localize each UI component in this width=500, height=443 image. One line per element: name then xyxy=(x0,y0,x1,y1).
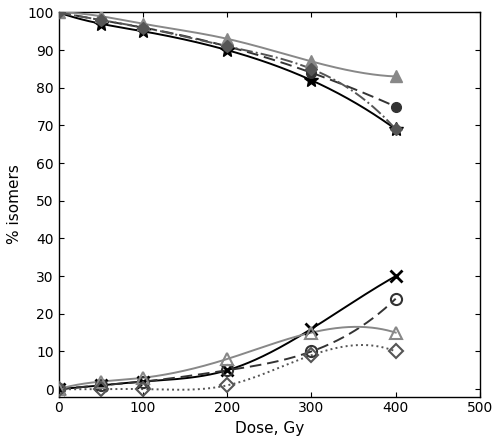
X-axis label: Dose, Gy: Dose, Gy xyxy=(234,421,304,436)
Y-axis label: % isomers: % isomers xyxy=(7,165,22,245)
